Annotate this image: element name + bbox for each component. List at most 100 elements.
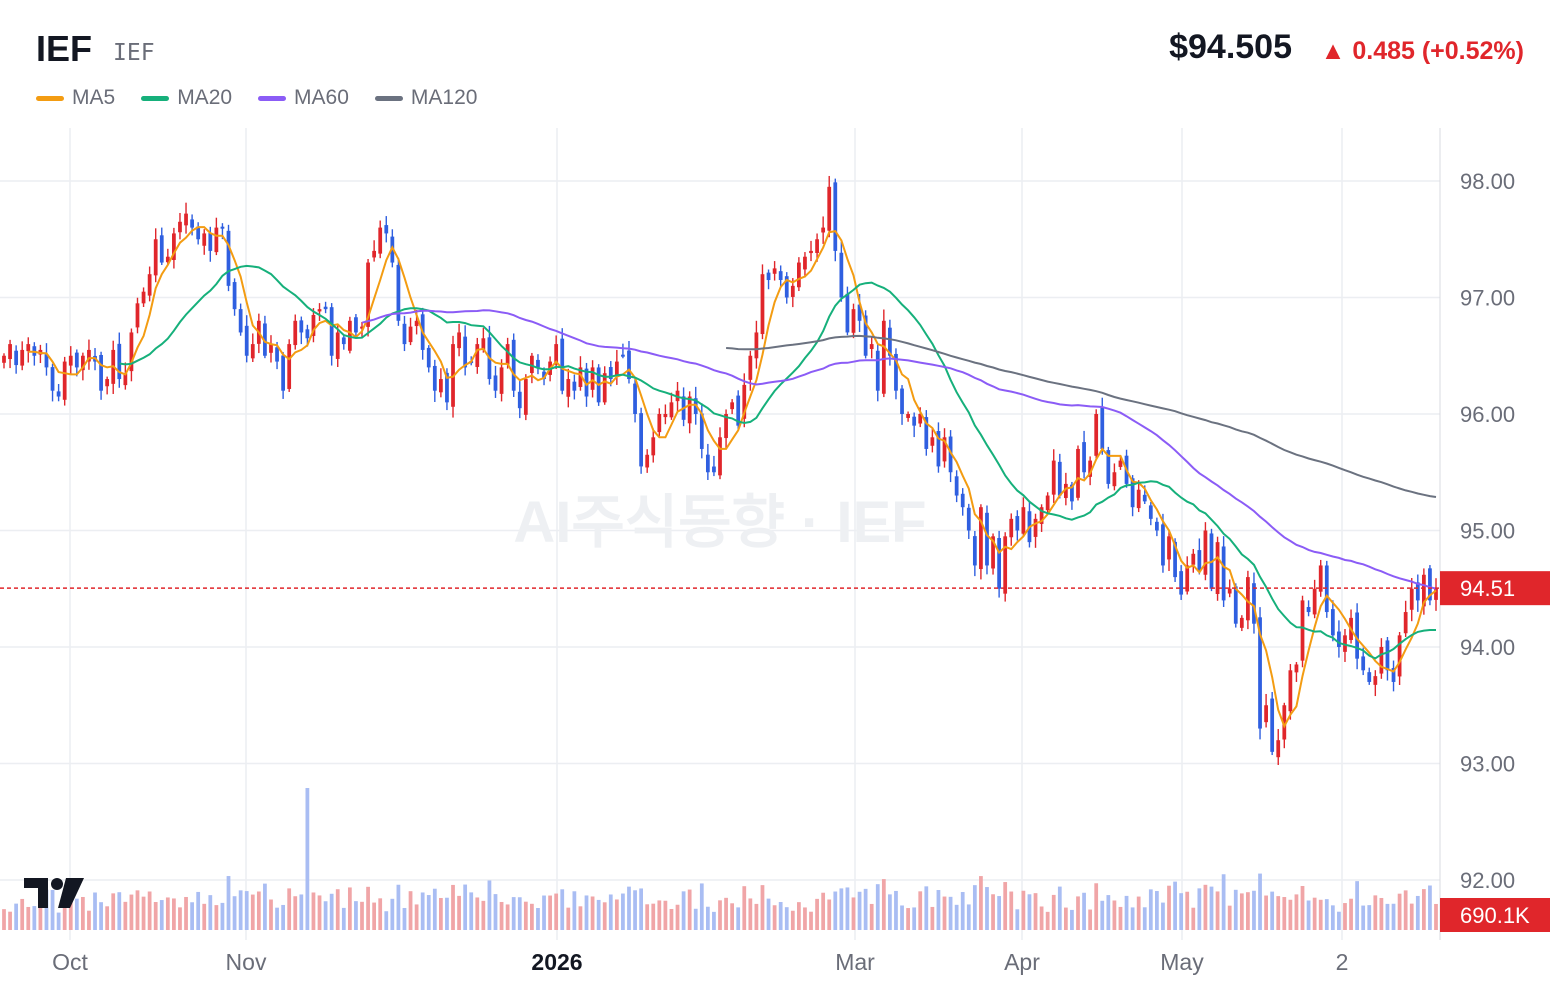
candle-body (2, 355, 6, 363)
legend-ma5[interactable]: MA5 (36, 86, 115, 110)
last-price-tag (1440, 571, 1550, 606)
volume-bar (608, 894, 613, 930)
volume-bar (560, 889, 565, 930)
volume-bar (220, 902, 225, 930)
volume-bar (44, 889, 49, 930)
candle-body (1367, 672, 1372, 682)
volume-bar (1294, 894, 1299, 930)
legend-ma120[interactable]: MA120 (374, 86, 478, 110)
candle-body (511, 339, 516, 391)
volume-bar (1330, 905, 1335, 930)
volume-bar (202, 903, 207, 930)
volume-bar (1264, 895, 1268, 930)
candle-body (1197, 550, 1202, 572)
candle-body (1203, 530, 1208, 575)
candle-body (1118, 460, 1123, 467)
volume-bar (851, 897, 856, 930)
candle-body (960, 493, 965, 508)
legend-label: MA120 (410, 86, 478, 109)
volume-bar (1203, 884, 1208, 930)
candle-body (50, 367, 55, 391)
volume-bar (1288, 899, 1293, 930)
volume-bar (542, 895, 546, 930)
x-tick-label: May (1160, 949, 1204, 975)
candle-body (1057, 461, 1062, 496)
candle-body (190, 219, 194, 228)
volume-bar (766, 898, 771, 930)
candle-body (226, 230, 231, 286)
volume-bar (1057, 886, 1062, 930)
candle-body (966, 507, 971, 531)
volume-bar (1112, 900, 1117, 930)
candle-body (784, 276, 789, 298)
candle-body (220, 226, 225, 229)
candle-body (263, 323, 267, 356)
volume-bar (1306, 900, 1311, 930)
volume-bar (317, 895, 322, 930)
candle-body (481, 338, 486, 350)
candle-body (1106, 450, 1111, 484)
candle-body (705, 454, 710, 473)
candle-body (657, 414, 662, 433)
volume-bar (432, 888, 437, 930)
volume-bar (863, 888, 868, 930)
volume-bar (1088, 909, 1093, 930)
volume-bar (1361, 905, 1366, 930)
candle-body (584, 368, 589, 397)
volume-bar (966, 904, 971, 930)
volume-bar (329, 893, 334, 930)
y-tick-label: 94.00 (1460, 635, 1515, 660)
candle-body (1148, 505, 1153, 519)
candle-body (1233, 586, 1238, 624)
tradingview-logo[interactable] (22, 876, 86, 915)
legend-ma20[interactable]: MA20 (141, 86, 232, 110)
volume-bar (238, 890, 243, 930)
volume-bar (190, 902, 194, 930)
volume-bar (1355, 881, 1359, 930)
candle-body (912, 416, 917, 426)
candle-body (1094, 414, 1099, 456)
volume-bar (536, 907, 540, 930)
candle-body (699, 413, 704, 449)
candle-body (214, 227, 219, 253)
last-price-label: 94.51 (1460, 576, 1515, 601)
volume-bar (1252, 890, 1256, 930)
volume-bar (1142, 907, 1147, 930)
x-tick-label: Apr (1004, 949, 1040, 975)
volume-bar (499, 901, 504, 930)
volume-bar (463, 884, 468, 930)
candle-body (851, 309, 856, 333)
volume-bar (784, 907, 789, 930)
candle-body (105, 379, 110, 387)
candle-body (1415, 582, 1420, 601)
candle-body (1355, 612, 1359, 659)
volume-bar (1094, 883, 1099, 930)
volume-bar (881, 879, 886, 930)
candle-body (760, 274, 765, 335)
volume-bar (1391, 903, 1396, 930)
candle-body (1397, 635, 1402, 677)
volume-bar (153, 901, 158, 930)
candle-body (184, 213, 188, 226)
volume-bar (718, 900, 722, 930)
volume-bar (1118, 906, 1123, 930)
candle-body (445, 372, 449, 403)
volume-bar (311, 892, 316, 930)
candle-body (809, 250, 813, 254)
candle-body (208, 233, 213, 251)
volume-bar (833, 891, 838, 930)
volume-bar (815, 898, 819, 930)
candle-body (1161, 524, 1165, 566)
volume-bar (390, 898, 395, 930)
candle-body (936, 431, 941, 467)
candle-body (633, 383, 637, 414)
candle-body (232, 282, 237, 310)
volume-bar (809, 911, 813, 930)
candle-body (493, 375, 498, 391)
volume-bar (669, 908, 674, 930)
legend-ma60[interactable]: MA60 (258, 86, 349, 110)
volume-bar (2, 909, 6, 930)
candle-body (985, 512, 989, 566)
volume-bar (172, 898, 176, 930)
